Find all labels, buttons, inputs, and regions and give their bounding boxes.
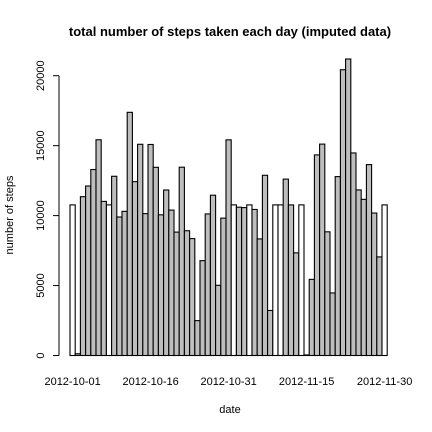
bar-2012-11-29 xyxy=(376,256,383,357)
bar-2012-10-20 xyxy=(168,209,175,357)
bar-2012-10-05 xyxy=(90,168,97,357)
bar-2012-11-23 xyxy=(345,58,352,357)
bar-2012-11-05 xyxy=(251,208,258,357)
bar-2012-11-10 xyxy=(277,204,284,357)
chart-title: total number of steps taken each day (im… xyxy=(69,24,391,39)
x-axis-label: date xyxy=(219,404,240,416)
bar-2012-11-08 xyxy=(267,309,274,357)
bar-2012-10-27 xyxy=(204,213,211,357)
y-axis-label: number of steps xyxy=(4,175,16,254)
bars-group xyxy=(69,58,388,357)
x-tick-label: 2012-10-01 xyxy=(44,376,100,388)
bar-2012-10-22 xyxy=(178,166,185,357)
bar-2012-11-18 xyxy=(319,143,326,357)
x-axis: 2012-10-01 2012-10-16 2012-10-31 2012-11-15… xyxy=(44,376,412,388)
bar-2012-10-08 xyxy=(105,204,113,357)
bar-2012-11-09 xyxy=(272,204,279,357)
bar-2012-11-19 xyxy=(324,231,331,357)
bar-2012-11-04 xyxy=(246,204,253,357)
bar-2012-10-01 xyxy=(69,204,76,357)
bar-2012-11-12 xyxy=(287,204,295,357)
bar-2012-11-11 xyxy=(282,178,289,357)
bar-2012-11-07 xyxy=(261,174,269,357)
y-tick-label: 10000 xyxy=(35,200,47,231)
bar-2012-10-31 xyxy=(225,139,232,357)
bar-2012-11-30 xyxy=(381,204,388,357)
bar-2012-11-21 xyxy=(334,176,341,357)
bar-2012-10-11 xyxy=(121,210,128,357)
bar-2012-10-17 xyxy=(152,166,159,357)
bar-2012-11-14 xyxy=(298,204,305,357)
bar-2012-10-29 xyxy=(215,284,222,357)
bar-2012-11-16 xyxy=(308,278,315,357)
bar-2012-10-25 xyxy=(194,320,201,357)
bar-2012-10-15 xyxy=(142,213,149,357)
bar-2012-10-19 xyxy=(163,189,170,357)
bar-2012-10-23 xyxy=(183,230,191,357)
bar-2012-11-22 xyxy=(339,69,347,357)
bar-2012-11-24 xyxy=(350,152,357,357)
bar-2012-10-09 xyxy=(111,175,118,357)
bar-2012-11-02 xyxy=(235,206,243,357)
bar-2012-11-25 xyxy=(355,189,362,357)
y-axis: 0 5000 10000 15000 20000 xyxy=(35,60,60,359)
x-tick-label: 2012-10-16 xyxy=(122,376,178,388)
bar-2012-11-27 xyxy=(365,164,373,357)
y-tick-label: 20000 xyxy=(35,60,47,91)
bar-2012-10-18 xyxy=(157,214,165,357)
bar-2012-11-03 xyxy=(241,207,248,357)
bar-2012-10-07 xyxy=(100,200,107,357)
bar-2012-10-13 xyxy=(131,181,139,357)
bar-2012-10-03 xyxy=(79,196,87,357)
bar-2012-10-28 xyxy=(209,194,217,357)
bar-2012-11-28 xyxy=(371,212,378,357)
bar-2012-10-24 xyxy=(189,238,196,357)
bar-2012-10-30 xyxy=(220,217,227,357)
bar-2012-11-06 xyxy=(256,238,263,357)
bar-2012-10-26 xyxy=(199,260,206,357)
bar-2012-11-17 xyxy=(313,154,321,357)
bar-2012-10-21 xyxy=(173,231,180,357)
bar-2012-10-06 xyxy=(95,139,102,357)
bar-2012-10-02 xyxy=(74,353,81,357)
bar-2012-11-13 xyxy=(293,252,300,357)
bar-2012-10-14 xyxy=(137,143,144,357)
bar-2012-10-04 xyxy=(85,185,92,357)
bar-2012-11-26 xyxy=(360,198,367,357)
y-tick-label: 0 xyxy=(35,352,47,358)
bar-2012-11-01 xyxy=(230,204,237,357)
bar-2012-11-15 xyxy=(303,354,310,357)
x-tick-label: 2012-10-31 xyxy=(200,376,256,388)
y-tick-label: 15000 xyxy=(35,130,47,161)
bar-2012-10-12 xyxy=(126,111,133,357)
bar-2012-10-16 xyxy=(147,143,154,357)
x-tick-label: 2012-11-30 xyxy=(357,376,412,388)
x-tick-label: 2012-11-15 xyxy=(279,376,334,388)
y-tick-label: 5000 xyxy=(35,273,47,297)
bar-2012-10-10 xyxy=(116,216,123,357)
bar-2012-11-20 xyxy=(329,292,336,357)
